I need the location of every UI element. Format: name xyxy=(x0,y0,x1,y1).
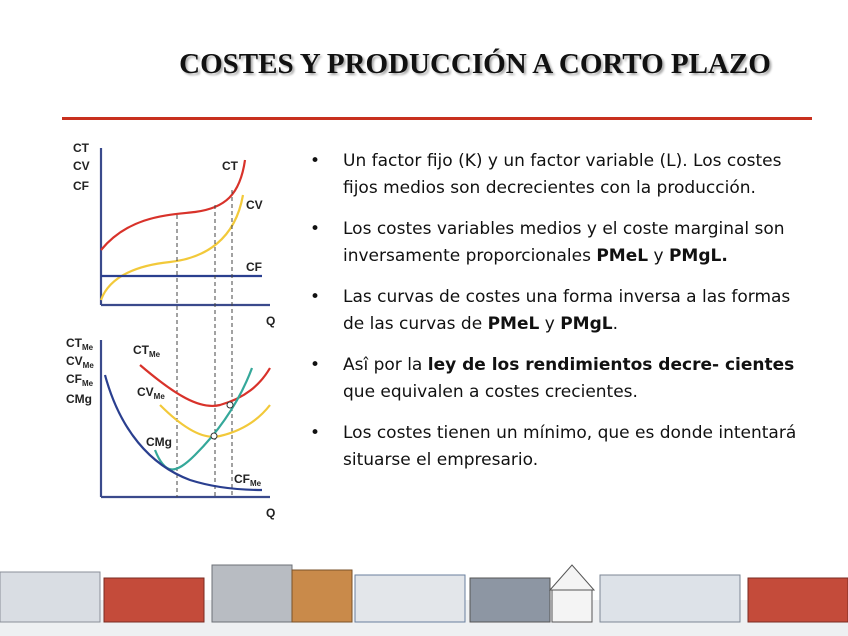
label-main: Q xyxy=(266,314,275,328)
label-main: CV xyxy=(246,198,263,212)
bullet-text: PMeL xyxy=(596,246,649,266)
bullet: Un factor fijo (K) y un factor variable … xyxy=(310,148,815,202)
curve-label: CTMe xyxy=(66,336,94,352)
bullet-text: y xyxy=(648,246,669,266)
bullet-text: que equivalen a costes crecientes. xyxy=(343,382,638,402)
min-point xyxy=(210,432,218,440)
label-main: CT xyxy=(66,336,83,350)
label-main: CT xyxy=(133,343,150,357)
guides xyxy=(176,190,233,497)
label-sub: Me xyxy=(149,350,161,359)
bullet-text: . xyxy=(612,314,618,334)
label-main: CF xyxy=(66,372,82,386)
curve-label: CF xyxy=(246,260,262,274)
min-point xyxy=(226,401,234,409)
curve-label: CT xyxy=(222,159,239,173)
label-sub: Me xyxy=(154,392,166,401)
cvme-curve xyxy=(159,404,271,438)
curve-label: CV xyxy=(246,198,263,212)
bullet: Asî por la ley de los rendimientos decre… xyxy=(310,352,815,406)
curve-label: Q xyxy=(266,314,275,328)
curve-label: CFMe xyxy=(66,372,94,388)
label-sub: Me xyxy=(82,379,94,388)
bullet-text: Los costes tienen un mínimo, que es dond… xyxy=(343,423,797,470)
curve-label: CV xyxy=(73,159,90,173)
label-main: CF xyxy=(73,179,89,193)
cmg-curve xyxy=(153,367,254,471)
bullet-text: PMgL xyxy=(560,314,613,334)
label-main: CMg xyxy=(146,435,172,449)
curve-label: CFMe xyxy=(234,472,262,488)
footer-buildings xyxy=(0,564,848,636)
curve-label: CVMe xyxy=(66,354,94,370)
bullet: Las curvas de costes una forma inversa a… xyxy=(310,284,815,338)
bullet: Los costes tienen un mínimo, que es dond… xyxy=(310,420,815,474)
curve-label: CF xyxy=(73,179,89,193)
bullet-text: PMeL xyxy=(487,314,540,334)
bullet-text: Asî por la xyxy=(343,355,428,375)
label-main: CV xyxy=(73,159,90,173)
title-rule xyxy=(62,117,812,120)
label-main: CF xyxy=(246,260,262,274)
label-sub: Me xyxy=(250,479,262,488)
curve-label: Q xyxy=(266,506,275,520)
label-sub: Me xyxy=(83,361,95,370)
label-main: CV xyxy=(66,354,83,368)
curve-label: CVMe xyxy=(137,385,165,401)
curve-label: CMg xyxy=(66,392,92,406)
ct-curve xyxy=(100,159,247,251)
bullet-text: Los costes variables medios y el coste m… xyxy=(343,219,785,266)
curve-label: CTMe xyxy=(133,343,161,359)
bullet-text: PMgL. xyxy=(668,246,728,266)
bullet-list: Un factor fijo (K) y un factor variable … xyxy=(310,148,815,488)
label-main: CMg xyxy=(66,392,92,406)
slide-title: COSTES Y PRODUCCIÓN A CORTO PLAZO xyxy=(179,48,771,80)
cfme-curve xyxy=(103,374,263,492)
curves xyxy=(99,148,271,499)
curve-label: CMg xyxy=(146,435,172,449)
label-main: Q xyxy=(266,506,275,520)
ctme-curve xyxy=(139,364,271,408)
bullet-text: ley de los rendimientos decre- cientes xyxy=(427,355,795,375)
label-main: CF xyxy=(234,472,250,486)
bullet-text: Las curvas de costes una forma inversa a… xyxy=(343,287,791,334)
cv-curve xyxy=(99,194,245,301)
bullet-text: Un factor fijo (K) y un factor variable … xyxy=(343,151,782,198)
label-main: CV xyxy=(137,385,154,399)
label-sub: Me xyxy=(82,343,94,352)
label-main: CT xyxy=(73,141,90,155)
curve-label: CT xyxy=(73,141,90,155)
bullet: Los costes variables medios y el coste m… xyxy=(310,216,815,270)
label-main: CT xyxy=(222,159,239,173)
bullet-text: y xyxy=(539,314,561,334)
